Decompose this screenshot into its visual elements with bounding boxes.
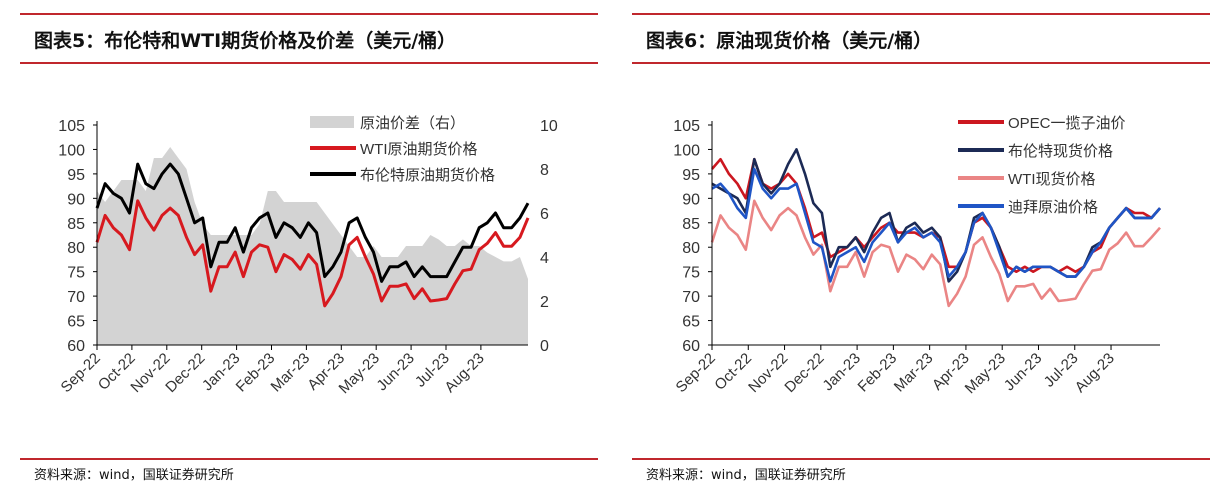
y-tick-label: 100 [58, 142, 85, 159]
x-tick-label: Jan-23 [819, 350, 863, 394]
title-rule [632, 62, 1210, 64]
legend-label: WTI现货价格 [1008, 171, 1096, 188]
source-note: 资料来源：wind，国联证券研究所 [646, 468, 846, 483]
title-rule [20, 62, 598, 64]
chart-5: 60657075808590951001050246810Sep-22Oct-2… [58, 115, 558, 397]
y2-tick-label: 4 [540, 250, 549, 267]
y-tick-label: 105 [58, 118, 85, 135]
x-tick-label: Mar-23 [891, 350, 937, 396]
y-tick-label: 80 [67, 240, 85, 257]
legend-label: WTI原油期货价格 [360, 141, 478, 158]
y2-tick-label: 2 [540, 294, 549, 311]
y-tick-label: 100 [673, 142, 700, 159]
y-tick-label: 105 [673, 118, 700, 135]
x-tick-label: May-23 [962, 350, 1009, 397]
x-tick-label: Sep-22 [673, 350, 719, 396]
top-rule [20, 13, 598, 15]
top-rule [632, 13, 1210, 15]
y-tick-label: 75 [67, 265, 85, 282]
legend-label: OPEC一揽子油价 [1008, 115, 1126, 132]
footer-rule [20, 458, 598, 460]
chart-title: 图表6：原油现货价格（美元/桶） [646, 30, 933, 52]
y-tick-label: 90 [67, 191, 85, 208]
legend-label: 原油价差（右） [360, 115, 465, 132]
series-line-3 [711, 167, 1161, 283]
y-tick-label: 65 [682, 314, 700, 331]
y-tick-label: 75 [682, 265, 700, 282]
series-area-spread [97, 147, 528, 345]
source-note: 资料来源：wind，国联证券研究所 [34, 468, 234, 483]
y2-tick-label: 0 [540, 338, 549, 355]
footer-rule [632, 458, 1210, 460]
legend-swatch [310, 116, 354, 128]
y-tick-label: 70 [682, 289, 700, 306]
y-tick-label: 80 [682, 240, 700, 257]
x-tick-label: Feb-23 [855, 350, 901, 396]
y-tick-label: 60 [67, 338, 85, 355]
y-tick-label: 90 [682, 191, 700, 208]
x-tick-label: Dec-22 [162, 350, 208, 396]
y2-tick-label: 8 [540, 162, 549, 179]
y2-tick-label: 10 [540, 118, 558, 135]
chart-title: 图表5：布伦特和WTI期货价格及价差（美元/桶） [34, 30, 457, 52]
legend-label: 迪拜原油价格 [1008, 199, 1098, 216]
chart-panel-5: 图表5：布伦特和WTI期货价格及价差（美元/桶） 资料来源：wind，国联证券研… [20, 0, 598, 500]
y2-tick-label: 6 [540, 206, 549, 223]
y-tick-label: 70 [67, 289, 85, 306]
x-tick-label: Aug-23 [1072, 350, 1118, 396]
x-tick-label: Dec-22 [781, 350, 827, 396]
y-tick-label: 95 [67, 167, 85, 184]
x-tick-label: Jun-23 [373, 350, 417, 394]
y-tick-label: 60 [682, 338, 700, 355]
series-line-2 [710, 199, 1161, 308]
series-line-1 [95, 199, 530, 308]
series-line-2 [95, 162, 530, 283]
legend-label: 布伦特原油期货价格 [360, 167, 495, 184]
chart-6: 6065707580859095100105Sep-22Oct-22Nov-22… [673, 115, 1161, 397]
y-tick-label: 95 [682, 167, 700, 184]
legend-label: 布伦特现货价格 [1008, 143, 1113, 160]
x-tick-label: Sep-22 [58, 350, 104, 396]
y-tick-label: 85 [67, 216, 85, 233]
y-tick-label: 85 [682, 216, 700, 233]
x-tick-label: Mar-23 [268, 350, 314, 396]
y-tick-label: 65 [67, 314, 85, 331]
chart-panel-6: 图表6：原油现货价格（美元/桶） 资料来源：wind，国联证券研究所 [632, 0, 1210, 500]
x-tick-label: Jun-23 [1001, 350, 1045, 394]
x-tick-label: Nov-22 [745, 350, 791, 396]
x-tick-label: Aug-23 [441, 350, 487, 396]
